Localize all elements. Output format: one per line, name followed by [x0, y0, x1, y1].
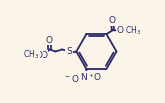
- Text: O: O: [116, 26, 124, 35]
- Text: CH$_3$: CH$_3$: [23, 49, 39, 61]
- Text: O: O: [46, 36, 53, 45]
- Text: O: O: [35, 51, 42, 60]
- Text: O: O: [109, 16, 116, 25]
- Text: O: O: [40, 51, 47, 60]
- Text: O: O: [94, 73, 101, 82]
- Text: $^-$O: $^-$O: [63, 73, 80, 84]
- Text: CH$_3$: CH$_3$: [125, 24, 141, 37]
- Text: N$^+$: N$^+$: [80, 72, 94, 84]
- Text: S: S: [66, 47, 72, 56]
